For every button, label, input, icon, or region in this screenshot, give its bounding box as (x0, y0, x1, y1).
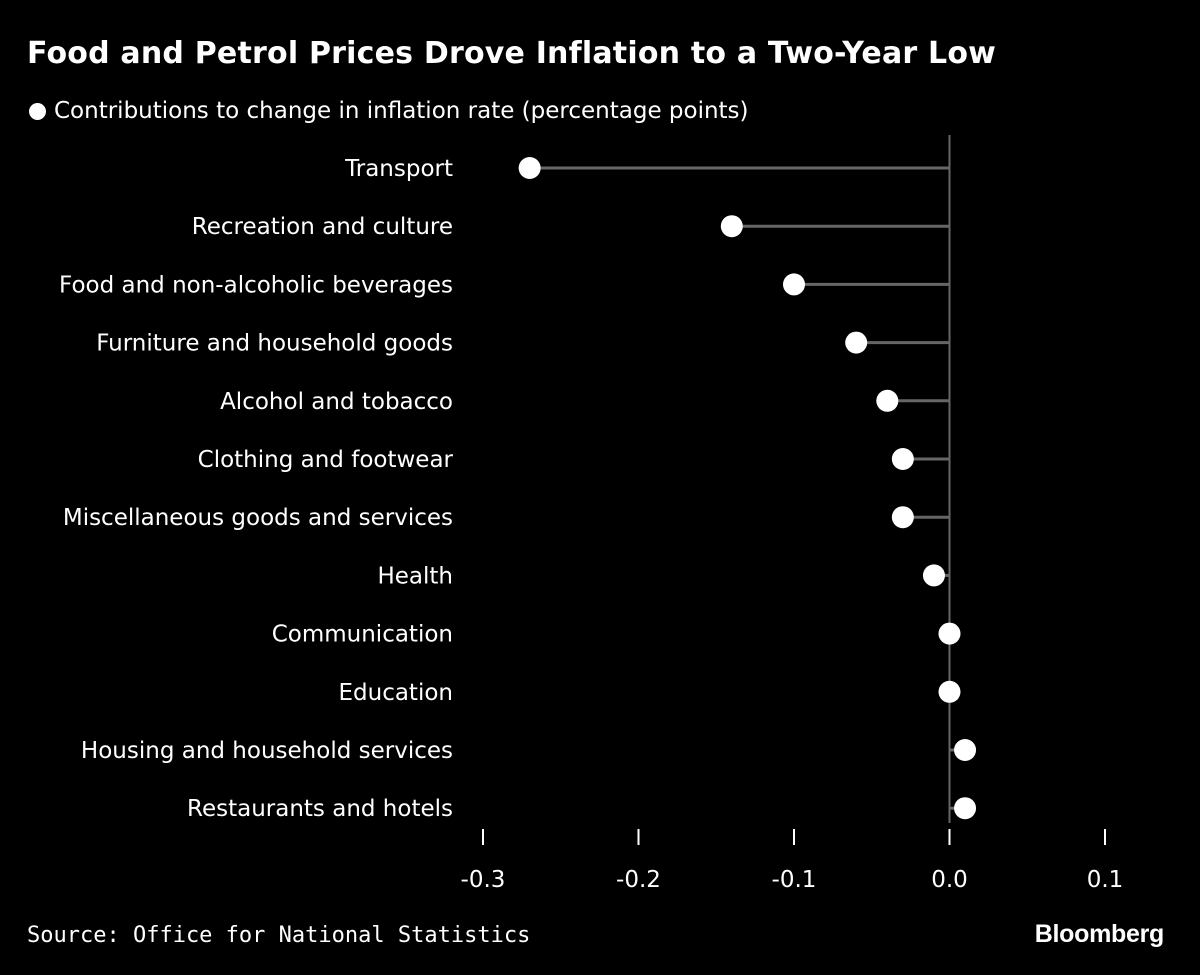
category-label-9: Education (338, 680, 453, 706)
data-point-8 (938, 622, 961, 645)
bloomberg-logo: Bloomberg (1034, 920, 1165, 948)
category-label-1: Recreation and culture (192, 214, 453, 240)
x-tick-label-4: 0.1 (1087, 867, 1124, 893)
data-point-1 (720, 215, 743, 238)
data-point-10 (954, 739, 977, 761)
chart-title: Food and Petrol Prices Drove Inflation t… (27, 36, 997, 71)
category-labels-group: Transport Recreation and culture Food and … (59, 156, 454, 822)
data-point-7 (922, 564, 945, 587)
x-tick-label-3: 0.0 (931, 867, 968, 893)
category-label-0: Transport (344, 156, 453, 182)
x-tick-label-0: -0.3 (461, 867, 506, 893)
category-label-11: Restaurants and hotels (187, 796, 453, 822)
lollipop-chart: Transport Recreation and culture Food and … (59, 135, 1124, 893)
category-label-8: Communication (272, 622, 453, 648)
data-point-4 (876, 389, 899, 412)
category-label-2: Food and non-alcoholic beverages (59, 272, 453, 298)
source-note: Source: Office for National Statistics (27, 923, 531, 948)
category-label-7: Health (377, 563, 453, 589)
x-ticks-group (482, 829, 1106, 845)
data-point-11 (954, 797, 977, 820)
x-tick-label-1: -0.2 (616, 867, 661, 893)
category-label-3: Furniture and household goods (96, 331, 453, 357)
category-label-10: Housing and household services (81, 738, 453, 764)
x-tick-labels-group: -0.3 -0.2 -0.1 0.0 0.1 (461, 867, 1124, 893)
data-point-3 (845, 331, 868, 354)
category-label-5: Clothing and footwear (198, 447, 454, 473)
legend: Contributions to change in inflation rat… (29, 98, 749, 124)
x-tick-label-2: -0.1 (772, 867, 817, 893)
data-point-6 (891, 506, 914, 529)
data-point-2 (783, 273, 805, 296)
legend-marker (29, 102, 46, 120)
data-point-5 (891, 448, 914, 470)
data-point-9 (938, 680, 961, 703)
category-label-6: Miscellaneous goods and services (63, 505, 453, 531)
dots-group (518, 157, 977, 820)
stems-group (529, 166, 966, 810)
category-label-4: Alcohol and tobacco (220, 389, 453, 415)
data-point-0 (518, 157, 541, 179)
legend-label: Contributions to change in inflation rat… (54, 98, 749, 124)
